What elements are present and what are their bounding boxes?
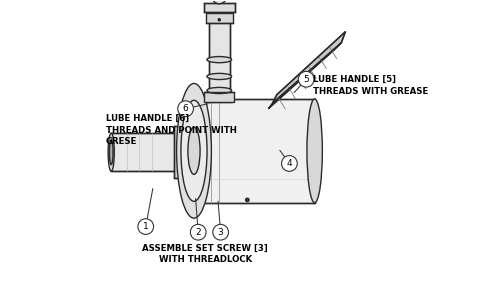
Polygon shape [272,32,345,103]
Polygon shape [208,12,229,102]
Polygon shape [111,133,198,171]
Text: LUBE HANDLE [6]
THREADS AND POINT WITH
GRESE: LUBE HANDLE [6] THREADS AND POINT WITH G… [105,114,236,146]
Polygon shape [194,99,314,203]
Text: 2: 2 [195,228,201,237]
Ellipse shape [176,83,211,218]
Circle shape [212,224,228,240]
Circle shape [281,156,297,171]
Ellipse shape [306,99,322,203]
Circle shape [190,224,205,240]
Text: 6: 6 [183,104,188,113]
Ellipse shape [187,127,200,174]
Polygon shape [205,13,232,23]
Ellipse shape [109,140,113,165]
Polygon shape [204,92,234,102]
Circle shape [177,101,193,116]
Circle shape [138,219,153,234]
Ellipse shape [245,198,248,202]
Text: 1: 1 [142,222,148,231]
Text: ASSEMBLE SET SCREW [3]
WITH THREADLOCK: ASSEMBLE SET SCREW [3] WITH THREADLOCK [142,243,267,264]
Text: 3: 3 [217,228,223,237]
Polygon shape [203,3,234,12]
Ellipse shape [211,0,226,4]
Polygon shape [174,126,180,178]
Ellipse shape [206,73,231,80]
Text: 5: 5 [303,75,308,84]
Ellipse shape [206,87,231,94]
Ellipse shape [218,19,220,21]
Ellipse shape [108,133,114,171]
Ellipse shape [206,56,231,63]
Circle shape [298,71,313,87]
Polygon shape [268,43,341,109]
Ellipse shape [181,100,206,201]
Text: LUBE HANDLE [5]
THREADS WITH GREASE: LUBE HANDLE [5] THREADS WITH GREASE [313,75,427,96]
Text: 4: 4 [286,159,292,168]
